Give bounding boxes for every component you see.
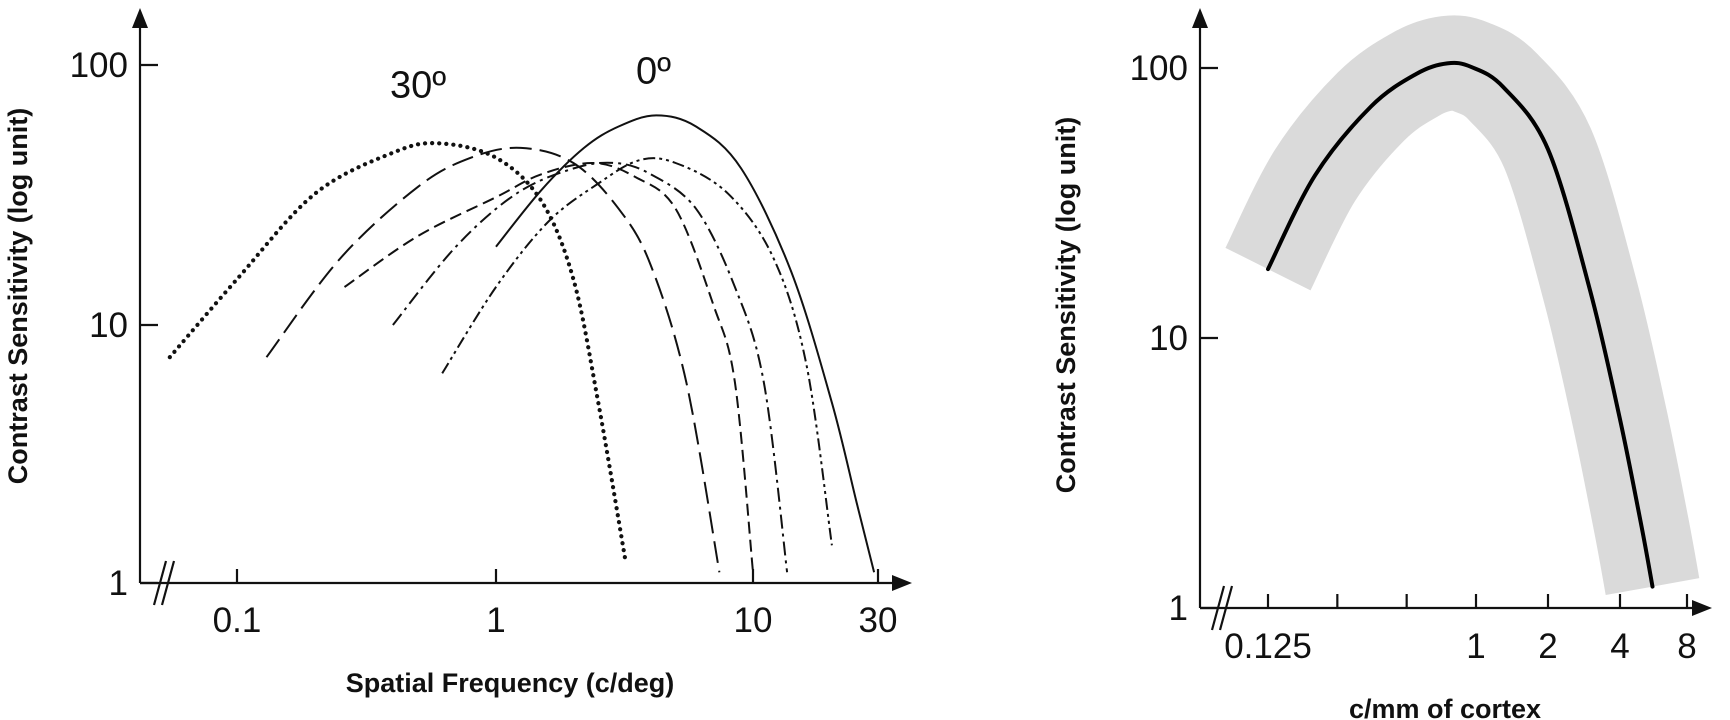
y-axis-arrow <box>132 8 148 28</box>
curve-annotation: 30º <box>390 64 446 106</box>
series-curve-dash-dot <box>392 161 789 573</box>
x-tick-label: 8 <box>1677 627 1696 666</box>
y-axis-title: Contrast Sensitivity (log unit) <box>3 108 33 485</box>
series-curve-solid <box>495 114 876 573</box>
y-tick-label: 10 <box>1149 319 1188 358</box>
x-axis-title: c/mm of cortex <box>1349 694 1541 720</box>
y-tick-label: 1 <box>1169 589 1188 628</box>
chart-1: 1 10 100 0.1 1 10 30 Spatial Frequency (c/deg) C… <box>3 8 912 698</box>
series-curve-long-dash <box>265 146 721 573</box>
y-axis-arrow <box>1192 8 1208 28</box>
x-tick-label: 10 <box>734 601 773 640</box>
y-tick-label: 10 <box>89 306 128 345</box>
x-tick-label: 0.1 <box>213 601 262 640</box>
axis-break-mark <box>160 560 176 606</box>
y-axis-title: Contrast Sensitivity (log unit) <box>1051 117 1081 494</box>
series-curve-dotted <box>167 141 628 565</box>
curve-annotation: 0º <box>636 50 671 92</box>
chart-2: 1 10 100 0.125 1 2 4 8 c/mm of cortex Contrast Se… <box>1051 8 1712 720</box>
x-tick-label: 1 <box>486 601 505 640</box>
y-tick-label: 100 <box>1130 49 1188 88</box>
x-axis-arrow <box>1692 600 1712 616</box>
x-tick-label: 2 <box>1538 627 1557 666</box>
x-axis-title: Spatial Frequency (c/deg) <box>346 668 675 698</box>
y-tick-label: 100 <box>70 46 128 85</box>
axis-break-mark <box>1218 585 1234 631</box>
series-curve <box>1266 60 1655 589</box>
axis-break-mark <box>152 560 168 606</box>
x-tick-label: 30 <box>859 601 898 640</box>
series-curve-medium-dash <box>343 161 754 573</box>
y-tick-label: 1 <box>109 564 128 603</box>
x-tick-label: 0.125 <box>1224 627 1312 666</box>
series-curve-dash-dot-dot <box>441 157 833 546</box>
x-axis-arrow <box>892 575 912 591</box>
confidence-band <box>1225 15 1700 596</box>
x-tick-label: 4 <box>1610 627 1629 666</box>
x-tick-label: 1 <box>1466 627 1485 666</box>
